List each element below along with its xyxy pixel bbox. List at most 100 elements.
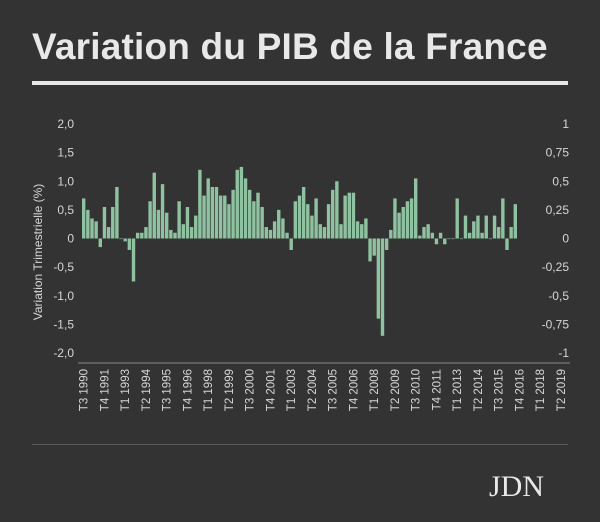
x-tick: T3 2010	[411, 369, 423, 411]
bar	[148, 201, 152, 239]
x-tick-label: T2 2009	[390, 369, 402, 411]
bar	[297, 195, 302, 239]
bar	[376, 238, 381, 319]
bar	[181, 224, 185, 239]
y2-tick-label: 0,25	[546, 203, 570, 217]
bar	[488, 238, 493, 240]
bar	[248, 189, 252, 239]
x-tick-label: T1 2008	[369, 369, 381, 411]
x-tick: T4 1991	[99, 369, 111, 411]
bar	[501, 198, 505, 239]
gdp-bar-chart: 2,0 1,5 1,0 0,5 0 -0,5 -1,0 -1,5 -2,0 1 0,75 0,5 0,…	[31, 117, 570, 411]
x-tick-label: T2 2019	[556, 369, 568, 411]
bar	[322, 227, 327, 239]
bar	[98, 238, 102, 248]
bar	[115, 186, 119, 239]
bar	[347, 192, 351, 239]
x-tick-label: T3 2005	[328, 369, 340, 411]
x-tick: T2 1994	[141, 368, 153, 411]
bar	[218, 195, 223, 239]
bar	[513, 204, 517, 239]
bar	[484, 215, 488, 239]
bar	[131, 238, 136, 282]
bar	[476, 215, 480, 239]
x-tick: T1 2013	[452, 369, 464, 411]
y2-tick-label: 0,75	[546, 146, 570, 160]
bar	[231, 189, 235, 239]
bar	[331, 189, 335, 239]
bar	[343, 195, 347, 239]
bar	[414, 178, 418, 239]
bar	[260, 207, 264, 239]
bar	[106, 227, 111, 239]
bar	[177, 201, 181, 239]
bar	[102, 207, 107, 239]
x-tick: T4 2001	[265, 369, 277, 411]
bar	[497, 227, 501, 239]
bar	[264, 227, 268, 239]
left-axis-ticks: 2,0 1,5 1,0 0,5 0 -0,5 -1,0 -1,5 -2,0	[53, 117, 74, 360]
bar	[144, 227, 148, 239]
x-tick-label: T2 1999	[224, 369, 236, 411]
bar	[505, 238, 509, 250]
x-tick-label: T4 2016	[514, 369, 526, 411]
x-tick: T1 1993	[120, 369, 132, 411]
bar	[272, 221, 277, 239]
y2-tick-label: -0,75	[542, 317, 570, 331]
bar	[455, 198, 459, 239]
y2-tick-label: -1	[558, 346, 569, 360]
x-tick-label: T3 1995	[162, 369, 174, 411]
bar	[438, 232, 443, 239]
x-tick-label: T2 2004	[307, 368, 319, 411]
x-tick-label: T3 2000	[245, 369, 257, 411]
x-tick-label: T2 2014	[473, 368, 485, 411]
x-tick-label: T4 1991	[99, 369, 111, 411]
x-tick-label: T4 2001	[265, 369, 277, 411]
bar	[326, 204, 331, 239]
bar	[380, 238, 385, 336]
bar	[351, 192, 356, 239]
x-tick: T1 1998	[203, 369, 215, 411]
x-tick: T4 2016	[514, 369, 526, 411]
x-tick: T3 2005	[328, 369, 340, 411]
bar	[285, 232, 289, 239]
x-tick: T4 2011	[431, 369, 443, 410]
y-tick-label: 2,0	[57, 117, 74, 131]
bar	[310, 215, 314, 239]
bar	[86, 209, 90, 239]
bar	[401, 207, 405, 239]
bar	[160, 184, 165, 239]
bar	[277, 209, 281, 239]
bar	[339, 224, 343, 239]
bar	[281, 218, 285, 239]
y-axis-label: Variation Trimestrielle (%)	[31, 184, 45, 320]
x-tick-label: T1 2013	[452, 369, 464, 411]
y2-tick-label: 0	[562, 232, 569, 246]
bar	[430, 232, 434, 239]
x-tick: T2 2009	[390, 369, 402, 411]
right-axis-ticks: 1 0,75 0,5 0,25 0 -0,25 -0,5 -0,75 -1	[542, 117, 570, 360]
bar	[364, 218, 368, 239]
y2-tick-label: 1	[562, 117, 569, 131]
x-tick: T2 1999	[224, 369, 236, 411]
bar	[243, 178, 248, 239]
bar	[156, 209, 161, 239]
x-tick-label: T4 2006	[348, 369, 360, 411]
x-tick: T2 2004	[307, 368, 319, 411]
bar	[82, 198, 86, 239]
bar	[426, 224, 430, 239]
bar	[335, 181, 339, 239]
x-tick: T1 2018	[535, 369, 547, 411]
x-tick: T2 2019	[556, 369, 568, 411]
y-tick-label: -1,5	[53, 317, 74, 331]
y2-tick-label: -0,25	[542, 260, 570, 274]
bar	[368, 238, 372, 262]
x-tick: T3 1990	[79, 369, 91, 411]
bar	[127, 238, 132, 250]
bar	[405, 201, 410, 239]
bar	[459, 238, 464, 240]
bar	[94, 221, 98, 239]
bar	[289, 238, 293, 250]
bar	[223, 195, 227, 239]
x-tick-label: T1 2018	[535, 369, 547, 411]
